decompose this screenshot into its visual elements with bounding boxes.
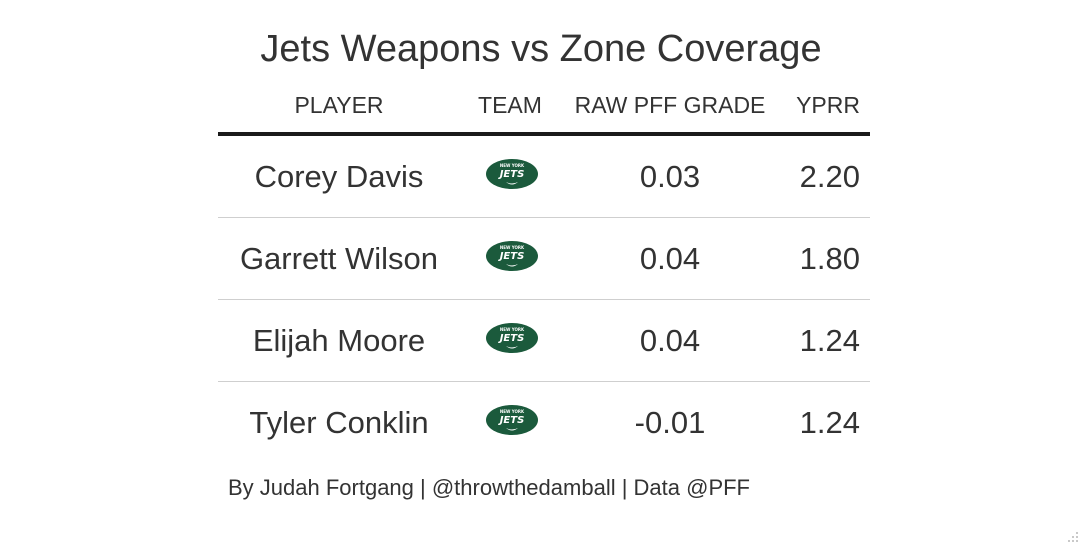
stats-table: PLAYER TEAM RAW PFF GRADE YPRR Corey Dav… bbox=[218, 84, 870, 463]
player-name: Tyler Conklin bbox=[249, 405, 429, 440]
resize-grip-icon bbox=[1068, 532, 1078, 542]
yprr-value: 2.20 bbox=[799, 159, 860, 194]
yprr-value: 1.24 bbox=[799, 405, 860, 440]
jets-logo-icon: NEW YORK JETS bbox=[484, 382, 540, 463]
svg-text:JETS: JETS bbox=[498, 169, 525, 180]
table-row: Elijah Moore NEW YORK JETS 0.04 1.24 bbox=[218, 300, 870, 382]
jets-logo-icon: NEW YORK JETS bbox=[484, 136, 540, 217]
yprr-value: 1.24 bbox=[799, 323, 860, 358]
header-raw-pff-grade: RAW PFF GRADE bbox=[574, 92, 766, 118]
raw-pff-grade-value: 0.04 bbox=[639, 323, 701, 358]
table-row: Tyler Conklin NEW YORK JETS -0.01 1.24 bbox=[218, 382, 870, 463]
source-credit: By Judah Fortgang | @throwthedamball | D… bbox=[228, 475, 750, 500]
jets-logo-icon: NEW YORK JETS bbox=[484, 218, 540, 299]
svg-text:NEW YORK: NEW YORK bbox=[500, 409, 525, 414]
raw-pff-grade-value: 0.04 bbox=[639, 241, 701, 276]
header-yprr: YPRR bbox=[796, 92, 860, 118]
table-header: PLAYER TEAM RAW PFF GRADE YPRR bbox=[218, 84, 870, 136]
header-team: TEAM bbox=[478, 92, 542, 118]
svg-text:NEW YORK: NEW YORK bbox=[500, 327, 525, 332]
table-row: Corey Davis NEW YORK JETS 0.03 2.20 bbox=[218, 136, 870, 218]
svg-text:JETS: JETS bbox=[498, 333, 525, 344]
raw-pff-grade-value: 0.03 bbox=[639, 159, 701, 194]
player-name: Corey Davis bbox=[254, 159, 424, 194]
svg-text:NEW YORK: NEW YORK bbox=[500, 245, 525, 250]
svg-text:JETS: JETS bbox=[498, 251, 525, 262]
svg-text:JETS: JETS bbox=[498, 415, 525, 426]
table-row: Garrett Wilson NEW YORK JETS 0.04 1.80 bbox=[218, 218, 870, 300]
player-name: Garrett Wilson bbox=[239, 241, 439, 276]
chart-title: Jets Weapons vs Zone Coverage bbox=[260, 28, 822, 70]
header-player: PLAYER bbox=[294, 92, 384, 118]
jets-logo-icon: NEW YORK JETS bbox=[484, 300, 540, 381]
yprr-value: 1.80 bbox=[799, 241, 860, 276]
player-name: Elijah Moore bbox=[252, 323, 426, 358]
svg-text:NEW YORK: NEW YORK bbox=[500, 163, 525, 168]
raw-pff-grade-value: -0.01 bbox=[634, 405, 706, 440]
